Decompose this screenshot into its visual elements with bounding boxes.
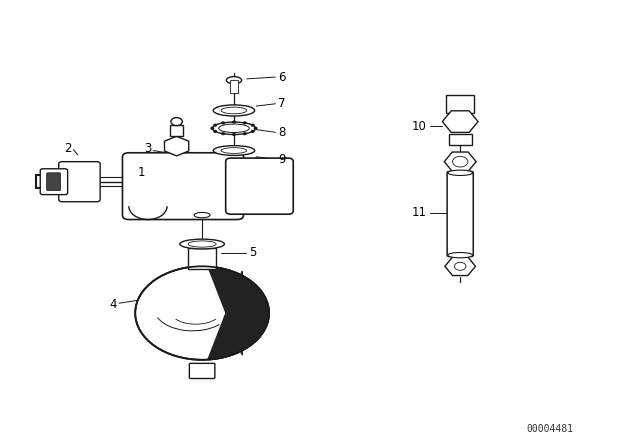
- FancyBboxPatch shape: [122, 153, 244, 220]
- Text: 7: 7: [278, 97, 285, 110]
- Text: 11: 11: [412, 207, 426, 220]
- Circle shape: [214, 124, 216, 126]
- Text: 10: 10: [412, 120, 426, 133]
- Text: 8: 8: [278, 126, 285, 139]
- Ellipse shape: [227, 77, 242, 84]
- Circle shape: [254, 127, 257, 129]
- Circle shape: [244, 133, 246, 134]
- Ellipse shape: [448, 253, 472, 258]
- Bar: [170, 125, 183, 136]
- Circle shape: [233, 121, 236, 123]
- Text: 4: 4: [109, 297, 116, 310]
- Text: 6: 6: [278, 71, 285, 84]
- Bar: [188, 249, 216, 268]
- Polygon shape: [208, 267, 269, 360]
- Circle shape: [233, 134, 236, 135]
- Ellipse shape: [135, 266, 269, 360]
- FancyBboxPatch shape: [47, 173, 61, 190]
- FancyBboxPatch shape: [40, 169, 68, 194]
- Ellipse shape: [212, 122, 255, 134]
- Circle shape: [214, 130, 216, 132]
- Ellipse shape: [171, 117, 182, 125]
- Circle shape: [244, 122, 246, 124]
- Ellipse shape: [180, 239, 225, 249]
- Text: 00004481: 00004481: [526, 424, 573, 434]
- Text: 2: 2: [65, 142, 72, 155]
- Ellipse shape: [221, 148, 246, 153]
- Circle shape: [222, 133, 225, 134]
- Bar: [449, 134, 472, 145]
- Circle shape: [222, 122, 225, 124]
- FancyBboxPatch shape: [59, 162, 100, 202]
- Ellipse shape: [221, 107, 246, 114]
- Bar: [446, 95, 474, 113]
- Bar: [230, 80, 238, 93]
- Ellipse shape: [448, 170, 472, 176]
- FancyBboxPatch shape: [226, 158, 293, 214]
- FancyBboxPatch shape: [447, 172, 473, 257]
- Ellipse shape: [213, 105, 255, 116]
- Ellipse shape: [188, 241, 216, 247]
- Circle shape: [252, 124, 254, 126]
- Text: 3: 3: [144, 142, 152, 155]
- Ellipse shape: [219, 124, 249, 133]
- Text: 1: 1: [138, 166, 145, 179]
- Ellipse shape: [194, 212, 210, 218]
- Circle shape: [252, 130, 254, 132]
- FancyBboxPatch shape: [189, 363, 215, 379]
- Text: 5: 5: [250, 246, 257, 259]
- Circle shape: [211, 127, 214, 129]
- Text: 9: 9: [278, 153, 285, 166]
- Ellipse shape: [213, 146, 255, 155]
